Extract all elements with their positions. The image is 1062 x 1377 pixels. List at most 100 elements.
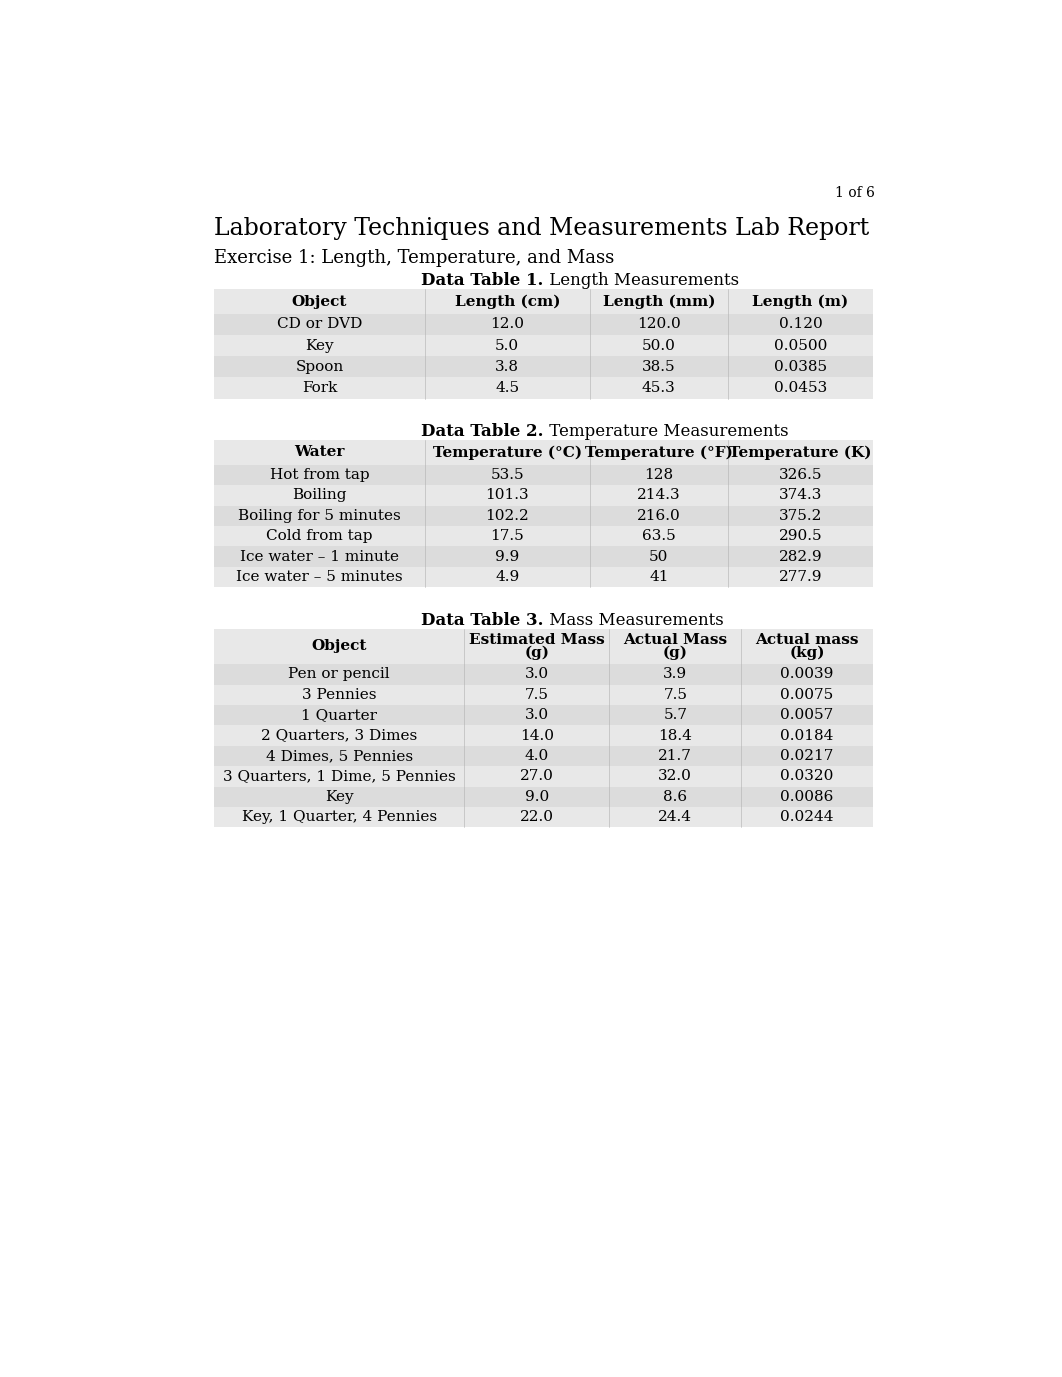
Text: Exercise 1: Length, Temperature, and Mass: Exercise 1: Length, Temperature, and Mas… <box>215 249 615 267</box>
Text: 45.3: 45.3 <box>641 381 675 395</box>
Text: 375.2: 375.2 <box>778 508 822 523</box>
Text: 50: 50 <box>649 549 668 563</box>
Text: Key: Key <box>325 790 354 804</box>
Text: 374.3: 374.3 <box>778 489 822 503</box>
Text: Cold from tap: Cold from tap <box>267 529 373 543</box>
Bar <box>215 807 873 828</box>
Bar <box>215 357 873 377</box>
Text: 120.0: 120.0 <box>637 318 681 332</box>
Text: 102.2: 102.2 <box>485 508 529 523</box>
Text: Temperature (°F): Temperature (°F) <box>585 445 733 460</box>
Text: 53.5: 53.5 <box>491 468 524 482</box>
Text: 0.0057: 0.0057 <box>781 708 834 722</box>
Text: Temperature (K): Temperature (K) <box>730 445 872 460</box>
Text: 22.0: 22.0 <box>520 810 554 825</box>
Text: Length (m): Length (m) <box>752 295 849 308</box>
Text: (kg): (kg) <box>789 646 825 660</box>
Text: Length (mm): Length (mm) <box>602 295 715 308</box>
Text: 4.9: 4.9 <box>495 570 519 584</box>
Text: 0.0075: 0.0075 <box>781 687 834 702</box>
Text: 12.0: 12.0 <box>491 318 525 332</box>
Text: 0.0453: 0.0453 <box>774 381 827 395</box>
Text: Spoon: Spoon <box>295 359 344 373</box>
Bar <box>215 314 873 335</box>
Text: 8.6: 8.6 <box>663 790 687 804</box>
Text: 3 Quarters, 1 Dime, 5 Pennies: 3 Quarters, 1 Dime, 5 Pennies <box>223 770 456 784</box>
Text: 9.9: 9.9 <box>495 549 519 563</box>
Text: 5.0: 5.0 <box>495 339 519 353</box>
Text: Data Table 1.: Data Table 1. <box>422 273 544 289</box>
Bar <box>215 629 873 664</box>
Text: 63.5: 63.5 <box>641 529 675 543</box>
Text: 128: 128 <box>645 468 673 482</box>
Text: Length (cm): Length (cm) <box>455 295 560 308</box>
Text: 0.0086: 0.0086 <box>781 790 834 804</box>
Text: Pen or pencil: Pen or pencil <box>289 668 390 682</box>
Bar <box>215 664 873 684</box>
Bar <box>215 547 873 567</box>
Text: 216.0: 216.0 <box>637 508 681 523</box>
Text: Actual Mass: Actual Mass <box>623 633 727 647</box>
Bar <box>215 505 873 526</box>
Text: 14.0: 14.0 <box>520 728 554 742</box>
Text: 7.5: 7.5 <box>664 687 687 702</box>
Text: 326.5: 326.5 <box>778 468 822 482</box>
Text: 282.9: 282.9 <box>778 549 822 563</box>
Text: Data Table 2.: Data Table 2. <box>421 423 544 441</box>
Text: 101.3: 101.3 <box>485 489 529 503</box>
Bar <box>215 465 873 485</box>
Text: 3.0: 3.0 <box>525 708 549 722</box>
Text: 32.0: 32.0 <box>658 770 692 784</box>
Text: 4.5: 4.5 <box>495 381 519 395</box>
Text: (g): (g) <box>663 646 688 660</box>
Bar <box>215 485 873 505</box>
Text: Key, 1 Quarter, 4 Pennies: Key, 1 Quarter, 4 Pennies <box>242 810 436 825</box>
Text: 277.9: 277.9 <box>778 570 822 584</box>
Bar <box>215 441 873 587</box>
Text: 0.120: 0.120 <box>778 318 822 332</box>
Text: Object: Object <box>311 639 367 654</box>
Text: 21.7: 21.7 <box>658 749 692 763</box>
Text: 0.0039: 0.0039 <box>781 668 834 682</box>
Text: Estimated Mass: Estimated Mass <box>469 633 604 647</box>
Text: CD or DVD: CD or DVD <box>277 318 362 332</box>
Text: 0.0217: 0.0217 <box>781 749 834 763</box>
Text: 27.0: 27.0 <box>520 770 554 784</box>
Text: 9.0: 9.0 <box>525 790 549 804</box>
Text: 290.5: 290.5 <box>778 529 822 543</box>
Text: 0.0500: 0.0500 <box>774 339 827 353</box>
Bar <box>215 629 873 828</box>
Bar <box>215 526 873 547</box>
Text: 17.5: 17.5 <box>491 529 525 543</box>
Text: Boiling for 5 minutes: Boiling for 5 minutes <box>238 508 400 523</box>
Text: 3.0: 3.0 <box>525 668 549 682</box>
Bar <box>215 441 873 465</box>
Text: 3.8: 3.8 <box>495 359 519 373</box>
Text: Fork: Fork <box>302 381 338 395</box>
Text: Water: Water <box>294 445 345 460</box>
Text: 24.4: 24.4 <box>658 810 692 825</box>
Bar <box>215 705 873 726</box>
Text: Ice water – 5 minutes: Ice water – 5 minutes <box>236 570 402 584</box>
Text: 7.5: 7.5 <box>525 687 549 702</box>
Bar <box>215 766 873 786</box>
Bar <box>215 786 873 807</box>
Text: 4.0: 4.0 <box>525 749 549 763</box>
Bar <box>215 726 873 746</box>
Text: 5.7: 5.7 <box>664 708 687 722</box>
Text: 1 of 6: 1 of 6 <box>835 186 874 200</box>
Bar <box>215 289 873 314</box>
Bar <box>215 746 873 766</box>
Text: 1 Quarter: 1 Quarter <box>302 708 377 722</box>
Bar <box>215 289 873 398</box>
Text: Laboratory Techniques and Measurements Lab Report: Laboratory Techniques and Measurements L… <box>215 216 870 240</box>
Text: 0.0385: 0.0385 <box>774 359 827 373</box>
Text: Actual mass: Actual mass <box>755 633 859 647</box>
Text: 3.9: 3.9 <box>663 668 687 682</box>
Text: Data Table 3.: Data Table 3. <box>421 611 544 629</box>
Text: 18.4: 18.4 <box>658 728 692 742</box>
Text: 2 Quarters, 3 Dimes: 2 Quarters, 3 Dimes <box>261 728 417 742</box>
Text: 3 Pennies: 3 Pennies <box>302 687 377 702</box>
Text: 4 Dimes, 5 Pennies: 4 Dimes, 5 Pennies <box>266 749 413 763</box>
Bar <box>215 335 873 357</box>
